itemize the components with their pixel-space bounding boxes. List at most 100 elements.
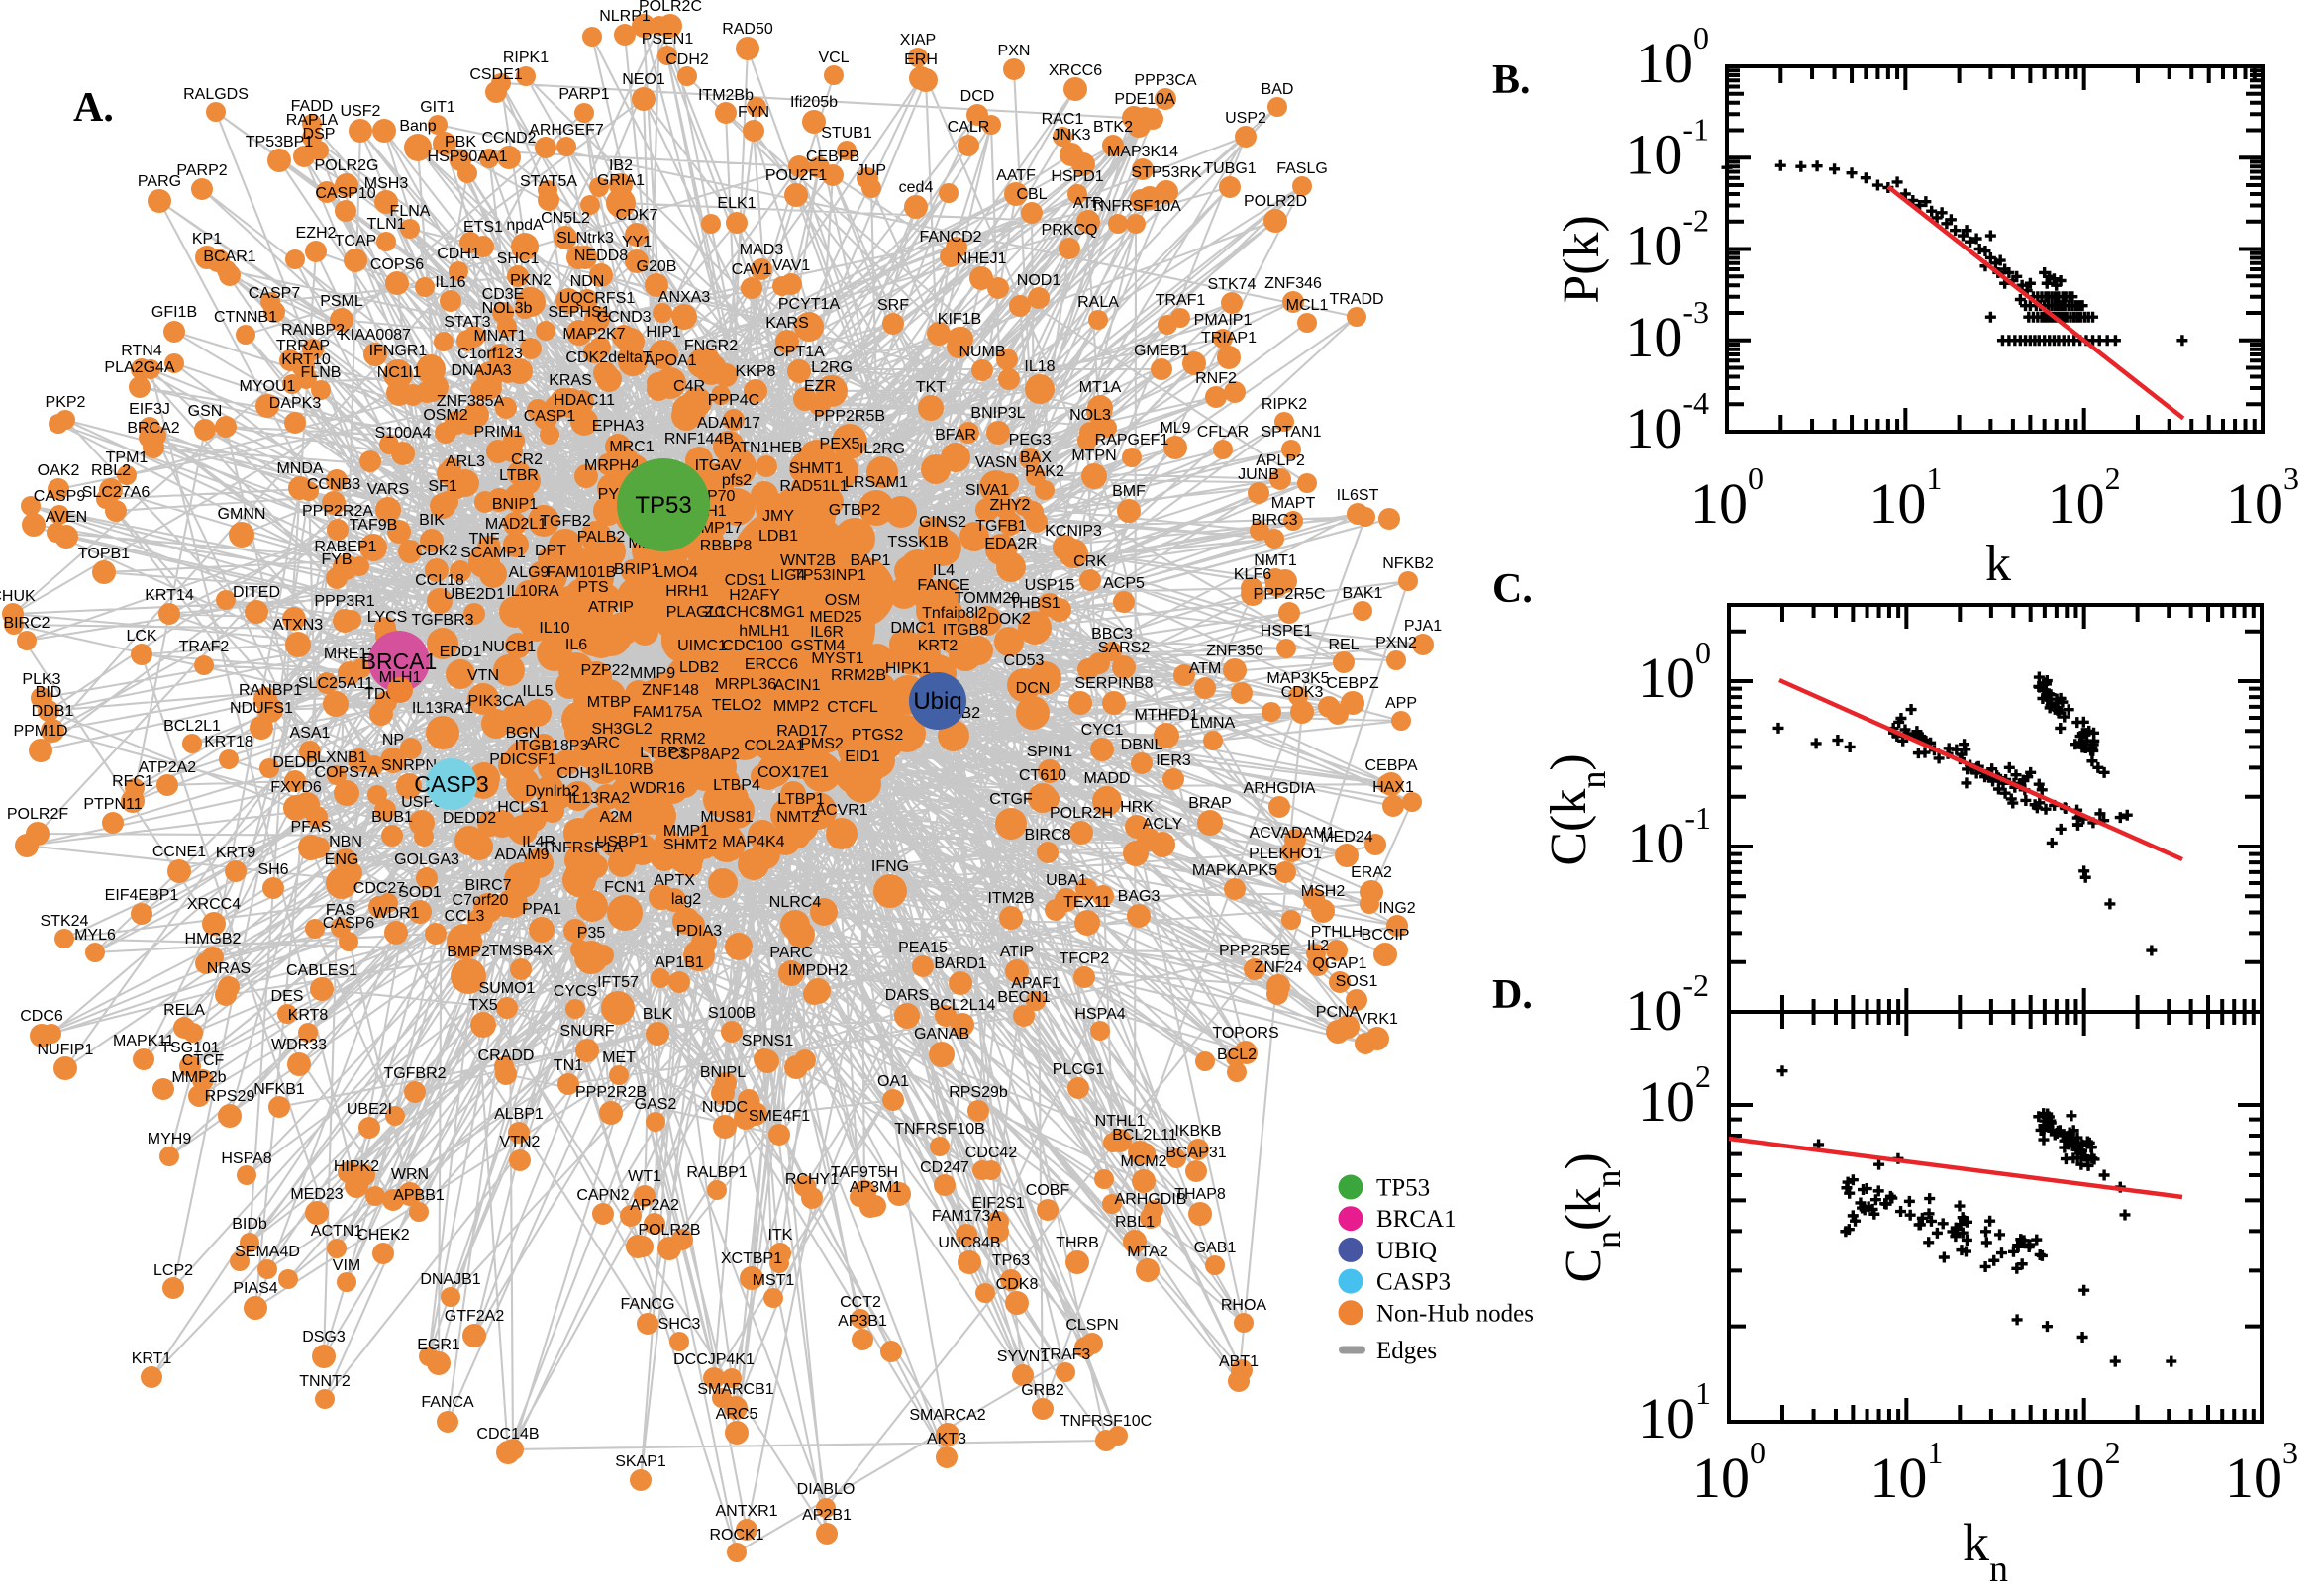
svg-text:ATN1HEB: ATN1HEB xyxy=(731,440,803,456)
svg-text:B.: B. xyxy=(1492,57,1531,103)
svg-text:PDE10A: PDE10A xyxy=(1114,91,1175,108)
svg-text:RNF144B: RNF144B xyxy=(664,431,734,448)
svg-text:APAF1: APAF1 xyxy=(1011,975,1060,992)
svg-text:KRT2: KRT2 xyxy=(918,638,959,654)
svg-text:KRAS: KRAS xyxy=(549,372,592,389)
svg-text:EZR: EZR xyxy=(804,378,836,395)
svg-text:BECN1: BECN1 xyxy=(997,989,1050,1006)
svg-text:NDN: NDN xyxy=(570,273,605,290)
svg-text:EIF4EBP1: EIF4EBP1 xyxy=(105,887,179,904)
svg-text:NEDD8: NEDD8 xyxy=(574,248,628,264)
svg-text:GSN: GSN xyxy=(188,403,223,420)
svg-text:KCNIP3: KCNIP3 xyxy=(1045,523,1102,540)
svg-text:DSG3: DSG3 xyxy=(302,1329,346,1346)
svg-text:PTS: PTS xyxy=(577,579,608,596)
svg-text:KRT1: KRT1 xyxy=(132,1350,172,1367)
svg-text:MYST1: MYST1 xyxy=(811,650,863,667)
svg-text:ANTXR1: ANTXR1 xyxy=(715,1503,777,1520)
svg-text:CCL18: CCL18 xyxy=(415,572,464,589)
svg-text:L2RG: L2RG xyxy=(811,359,853,376)
svg-text:NC1l1: NC1l1 xyxy=(377,364,422,381)
svg-text:PARG: PARG xyxy=(138,173,181,190)
svg-text:RIPK2: RIPK2 xyxy=(1262,396,1307,413)
svg-text:RPS29: RPS29 xyxy=(205,1088,255,1105)
svg-text:NFKB2: NFKB2 xyxy=(1382,555,1434,572)
svg-text:SIVA1: SIVA1 xyxy=(965,482,1009,499)
svg-text:XCTBP1: XCTBP1 xyxy=(721,1250,782,1267)
svg-text:APBB1: APBB1 xyxy=(393,1187,445,1204)
svg-text:OSM: OSM xyxy=(825,592,860,609)
svg-text:EZH2: EZH2 xyxy=(296,225,337,242)
svg-text:PARP2: PARP2 xyxy=(176,162,227,179)
svg-text:CT610: CT610 xyxy=(1019,767,1066,784)
svg-text:CD3E: CD3E xyxy=(482,286,525,303)
svg-text:CASP10: CASP10 xyxy=(315,185,375,202)
svg-text:CDC100: CDC100 xyxy=(722,638,782,654)
svg-text:HIPK2: HIPK2 xyxy=(334,1158,379,1175)
svg-text:OAK2: OAK2 xyxy=(38,462,80,479)
svg-text:XRCC6: XRCC6 xyxy=(1049,62,1102,79)
svg-text:TRRAP: TRRAP xyxy=(276,338,330,354)
svg-text:ACVADAM1: ACVADAM1 xyxy=(1250,825,1336,842)
svg-text:C1orf123: C1orf123 xyxy=(457,346,523,362)
svg-text:RIPK1: RIPK1 xyxy=(503,50,549,66)
svg-text:DCN: DCN xyxy=(1016,680,1051,697)
svg-text:LTBR: LTBR xyxy=(499,467,539,484)
svg-text:RAD50: RAD50 xyxy=(722,21,773,38)
svg-text:HSP90AA1: HSP90AA1 xyxy=(428,149,508,165)
svg-text:BCAR1: BCAR1 xyxy=(203,249,255,265)
svg-text:NHEJ1: NHEJ1 xyxy=(957,250,1007,267)
svg-text:BNIP1: BNIP1 xyxy=(492,496,538,513)
svg-text:HAX1: HAX1 xyxy=(1372,779,1414,796)
svg-text:SNRPN: SNRPN xyxy=(381,757,437,774)
svg-text:BIDb: BIDb xyxy=(232,1216,267,1233)
svg-text:DAPK3: DAPK3 xyxy=(269,395,322,412)
svg-text:NLRP1: NLRP1 xyxy=(599,8,651,25)
svg-text:ADAM17: ADAM17 xyxy=(697,415,760,432)
svg-text:k: k xyxy=(1985,536,2011,592)
svg-text:TNF: TNF xyxy=(468,531,499,548)
svg-text:ZNF148: ZNF148 xyxy=(642,682,699,699)
svg-text:Dynlrb2: Dynlrb2 xyxy=(525,783,579,800)
svg-text:MNDA: MNDA xyxy=(276,460,323,477)
svg-text:SLC27A6: SLC27A6 xyxy=(82,484,151,501)
svg-text:STAT3: STAT3 xyxy=(444,314,491,331)
svg-text:BCCIP: BCCIP xyxy=(1362,927,1410,944)
svg-text:MYL6: MYL6 xyxy=(74,927,116,944)
svg-text:HSPD1: HSPD1 xyxy=(1051,168,1103,185)
svg-text:GMEB1: GMEB1 xyxy=(1134,343,1189,359)
svg-text:IER3: IER3 xyxy=(1156,752,1191,769)
svg-text:TNFRSF10C: TNFRSF10C xyxy=(1060,1413,1152,1430)
svg-text:BGN: BGN xyxy=(506,725,541,742)
svg-text:SF1: SF1 xyxy=(428,478,456,495)
svg-text:TFCP2: TFCP2 xyxy=(1060,950,1110,967)
svg-text:CR2: CR2 xyxy=(511,451,543,468)
svg-text:IFNGR1: IFNGR1 xyxy=(369,343,428,359)
svg-text:RPS29b: RPS29b xyxy=(949,1084,1008,1101)
svg-text:TNFRSF10A: TNFRSF10A xyxy=(1090,198,1181,215)
svg-text:PIK3CA: PIK3CA xyxy=(468,693,525,710)
svg-text:SOD1: SOD1 xyxy=(398,884,442,901)
svg-text:PPA1: PPA1 xyxy=(522,901,561,918)
svg-text:SARS2: SARS2 xyxy=(1098,640,1151,656)
svg-text:PARP1: PARP1 xyxy=(558,86,609,103)
svg-text:CDC27: CDC27 xyxy=(354,880,406,897)
svg-text:TOPORS: TOPORS xyxy=(1212,1025,1278,1042)
svg-text:HRK: HRK xyxy=(1120,799,1154,816)
svg-text:MRE11: MRE11 xyxy=(324,646,375,662)
svg-text:YY1: YY1 xyxy=(622,234,652,250)
svg-text:PPP3R1: PPP3R1 xyxy=(314,593,374,610)
svg-text:ATRIP: ATRIP xyxy=(588,599,634,616)
svg-text:TRAF1: TRAF1 xyxy=(1156,292,1206,309)
svg-text:GSTM4: GSTM4 xyxy=(790,638,845,654)
svg-text:DBNL: DBNL xyxy=(1121,737,1163,753)
svg-text:CBL: CBL xyxy=(1016,186,1047,203)
svg-text:LCK: LCK xyxy=(126,628,156,645)
svg-text:APP: APP xyxy=(1385,695,1417,712)
svg-text:LDB2: LDB2 xyxy=(679,659,719,676)
svg-text:MMP9: MMP9 xyxy=(630,665,675,682)
svg-text:THAP8: THAP8 xyxy=(1174,1186,1226,1203)
svg-text:MED23: MED23 xyxy=(290,1186,343,1203)
svg-text:SUMO1: SUMO1 xyxy=(479,980,536,997)
svg-text:MED25: MED25 xyxy=(809,609,861,626)
